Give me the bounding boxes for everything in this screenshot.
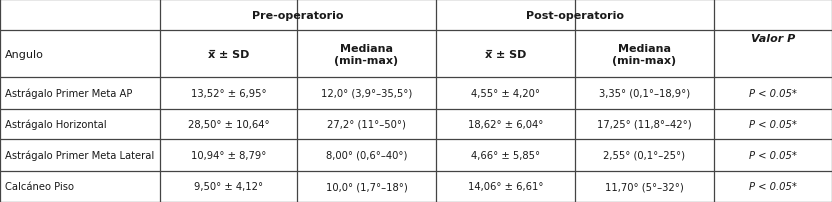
- Text: 10,0° (1,7°–18°): 10,0° (1,7°–18°): [325, 181, 408, 191]
- Text: 4,66° ± 5,85°: 4,66° ± 5,85°: [471, 150, 540, 160]
- Text: P < 0.05*: P < 0.05*: [749, 150, 797, 160]
- Text: Mediana
(min-max): Mediana (min-max): [612, 44, 676, 65]
- Text: 3,35° (0,1°–18,9°): 3,35° (0,1°–18,9°): [599, 88, 690, 98]
- Text: 14,06° ± 6,61°: 14,06° ± 6,61°: [468, 181, 543, 191]
- Text: P < 0.05*: P < 0.05*: [749, 88, 797, 98]
- Text: 9,50° ± 4,12°: 9,50° ± 4,12°: [194, 181, 263, 191]
- Text: P < 0.05*: P < 0.05*: [749, 181, 797, 191]
- Text: P < 0.05*: P < 0.05*: [749, 119, 797, 129]
- Text: 17,25° (11,8°–42°): 17,25° (11,8°–42°): [597, 119, 691, 129]
- Text: 13,52° ± 6,95°: 13,52° ± 6,95°: [191, 88, 266, 98]
- Text: Valor P: Valor P: [750, 34, 795, 44]
- Text: 11,70° (5°–32°): 11,70° (5°–32°): [605, 181, 684, 191]
- Text: Astrágalo Primer Meta Lateral: Astrágalo Primer Meta Lateral: [5, 150, 154, 160]
- Text: Astrágalo Primer Meta AP: Astrágalo Primer Meta AP: [5, 88, 132, 99]
- Text: x̅ ± SD: x̅ ± SD: [485, 49, 526, 60]
- Text: Post-operatorio: Post-operatorio: [526, 11, 624, 21]
- Text: x̅ ± SD: x̅ ± SD: [208, 49, 249, 60]
- Text: 8,00° (0,6°–40°): 8,00° (0,6°–40°): [326, 150, 407, 160]
- Text: Calcáneo Piso: Calcáneo Piso: [5, 181, 74, 191]
- Text: Astrágalo Horizontal: Astrágalo Horizontal: [5, 119, 106, 129]
- Text: 18,62° ± 6,04°: 18,62° ± 6,04°: [468, 119, 543, 129]
- Text: 2,55° (0,1°–25°): 2,55° (0,1°–25°): [603, 150, 686, 160]
- Text: Angulo: Angulo: [5, 49, 44, 60]
- Text: Mediana
(min-max): Mediana (min-max): [334, 44, 399, 65]
- Text: 28,50° ± 10,64°: 28,50° ± 10,64°: [187, 119, 270, 129]
- Text: 4,55° ± 4,20°: 4,55° ± 4,20°: [471, 88, 540, 98]
- Text: 27,2° (11°–50°): 27,2° (11°–50°): [327, 119, 406, 129]
- Text: 10,94° ± 8,79°: 10,94° ± 8,79°: [191, 150, 266, 160]
- Text: 12,0° (3,9°–35,5°): 12,0° (3,9°–35,5°): [321, 88, 412, 98]
- Text: Pre-operatorio: Pre-operatorio: [252, 11, 344, 21]
